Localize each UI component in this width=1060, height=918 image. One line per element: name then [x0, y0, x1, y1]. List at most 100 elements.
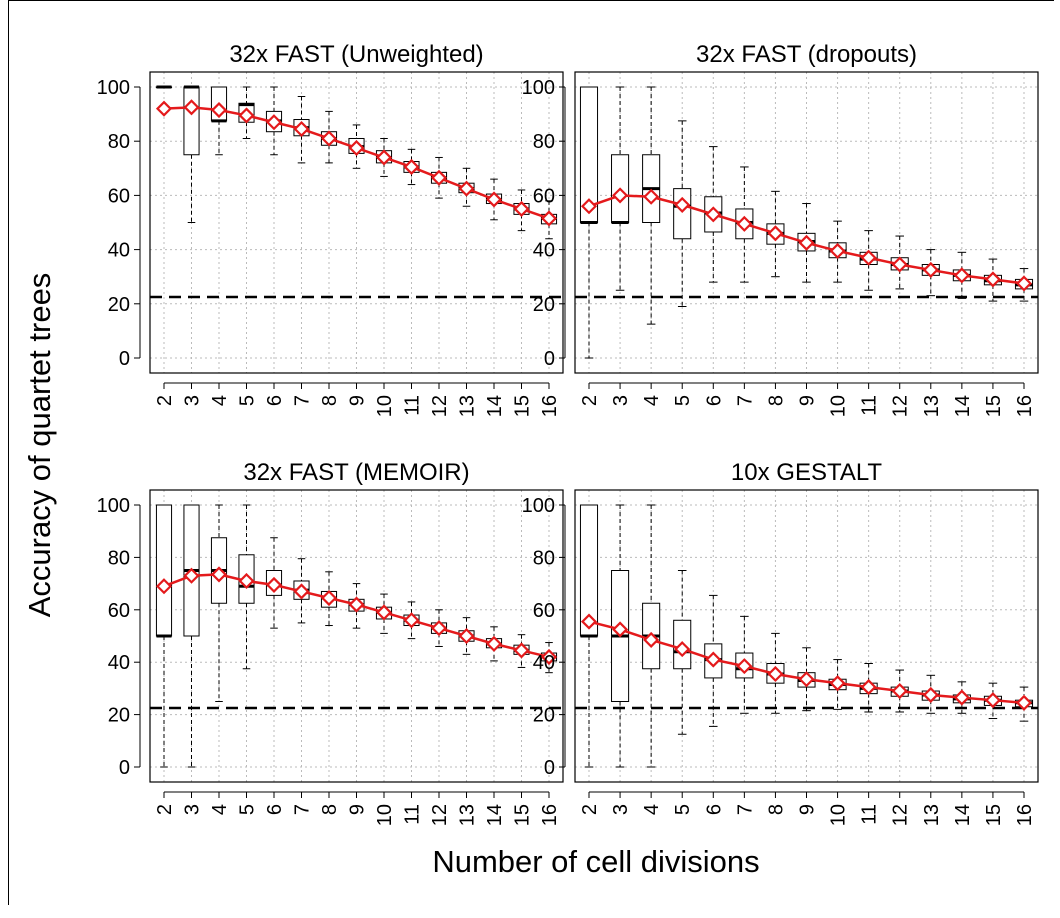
box-2 [579, 86, 599, 359]
figure-frame [8, 0, 1054, 905]
y-tick-label: 100 [97, 495, 130, 517]
x-tick-label: 12 [890, 395, 912, 417]
box-2 [155, 85, 173, 89]
x-tick-label: 9 [797, 804, 819, 815]
mean-point [674, 641, 691, 658]
mean-point [430, 169, 448, 186]
mean-point [1015, 694, 1033, 711]
x-tick-label: 13 [921, 395, 943, 417]
x-tick-label: 11 [859, 804, 881, 825]
x-tick-label: 11 [402, 395, 424, 416]
mean-point [458, 180, 475, 197]
panel-title: 32x FAST (MEMOIR) [243, 459, 469, 486]
mean-point [513, 200, 530, 218]
panel-border [149, 489, 564, 783]
x-tick-label: 3 [610, 395, 632, 406]
y-tick-label: 20 [108, 705, 130, 727]
mean-point [265, 576, 283, 593]
x-tick-label: 14 [952, 804, 974, 826]
mean-point [375, 604, 393, 621]
x-tick-label: 2 [154, 395, 176, 406]
mean-point [485, 191, 503, 208]
x-tick-label: 10 [828, 804, 850, 826]
x-tick-label: 7 [734, 395, 756, 406]
x-tick-label: 9 [797, 395, 819, 406]
panel-4: 10x GESTALT 0 20 40 60 80 100 2 3 4 5 6 7 8 9 10 11 12 13 1… [522, 459, 1039, 826]
x-tick-label: 8 [765, 804, 787, 815]
x-tick-label: 2 [154, 804, 176, 815]
mean-point [767, 225, 784, 242]
x-tick-label: 14 [484, 395, 506, 417]
mean-point [580, 198, 598, 215]
mean-point [612, 621, 629, 638]
y-tick-label: 20 [533, 294, 555, 316]
x-tick-label: 15 [983, 804, 1005, 826]
x-tick-label: 8 [765, 395, 787, 406]
x-tick-label: 16 [539, 395, 561, 417]
mean-point [829, 242, 846, 260]
mean-point [1015, 275, 1033, 292]
x-tick-label: 6 [703, 804, 725, 815]
x-tick-label: 16 [1014, 804, 1036, 826]
mean-point [403, 158, 420, 176]
mean-point [210, 101, 228, 119]
mean-point [860, 249, 877, 266]
x-tick-label: 3 [610, 804, 632, 815]
x-tick-label: 12 [429, 395, 451, 417]
x-tick-label: 16 [1014, 395, 1036, 417]
mean-point [183, 99, 200, 116]
y-tick-label: 40 [533, 652, 555, 674]
x-tick-label: 2 [579, 804, 601, 815]
panel-title: 32x FAST (Unweighted) [229, 41, 483, 68]
panel-border [574, 489, 1039, 783]
x-tick-label: 15 [512, 804, 534, 826]
x-tick-label: 15 [983, 395, 1005, 417]
mean-point [736, 658, 753, 675]
y-tick-label: 20 [108, 294, 130, 316]
panel-border [149, 71, 564, 374]
y-tick-label: 0 [119, 348, 130, 370]
mean-point [580, 613, 598, 630]
mean-point [891, 682, 908, 700]
y-tick-label: 40 [108, 652, 130, 674]
mean-point [513, 642, 530, 659]
mean-point [612, 187, 629, 204]
x-tick-label: 4 [209, 804, 231, 815]
mean-point [183, 567, 200, 584]
x-tick-label: 10 [374, 804, 396, 826]
mean-point [210, 566, 228, 583]
panel-3: 32x FAST (MEMOIR) 0 20 40 60 80 100 2 3 4 5 6 7 8 9 10 1… [97, 459, 564, 826]
y-tick-label: 60 [108, 185, 130, 207]
x-tick-label: 12 [890, 804, 912, 826]
mean-point [643, 631, 660, 648]
y-tick-label: 20 [533, 705, 555, 727]
y-tick-label: 80 [108, 131, 130, 153]
mean-point [348, 596, 365, 613]
mean-point [829, 675, 846, 692]
mean-point [403, 612, 420, 629]
mean-point [705, 206, 722, 223]
mean-point [953, 267, 970, 284]
x-tick-label: 5 [237, 804, 259, 815]
x-tick-label: 14 [484, 804, 506, 826]
x-tick-label: 10 [828, 395, 850, 417]
mean-point [860, 679, 877, 696]
x-tick-label: 9 [347, 395, 369, 406]
mean-point [430, 620, 448, 637]
x-tick-label: 5 [237, 395, 259, 406]
mean-point [238, 572, 255, 590]
figure-xlabel: Number of cell divisions [432, 844, 759, 879]
x-tick-label: 10 [374, 395, 396, 417]
mean-point [540, 648, 558, 666]
y-tick-label: 0 [544, 348, 555, 370]
x-tick-label: 14 [952, 395, 974, 417]
box-4 [642, 86, 661, 325]
mean-point [348, 139, 365, 157]
y-tick-label: 60 [108, 600, 130, 622]
y-tick-label: 80 [533, 547, 555, 569]
x-tick-label: 11 [859, 395, 881, 416]
